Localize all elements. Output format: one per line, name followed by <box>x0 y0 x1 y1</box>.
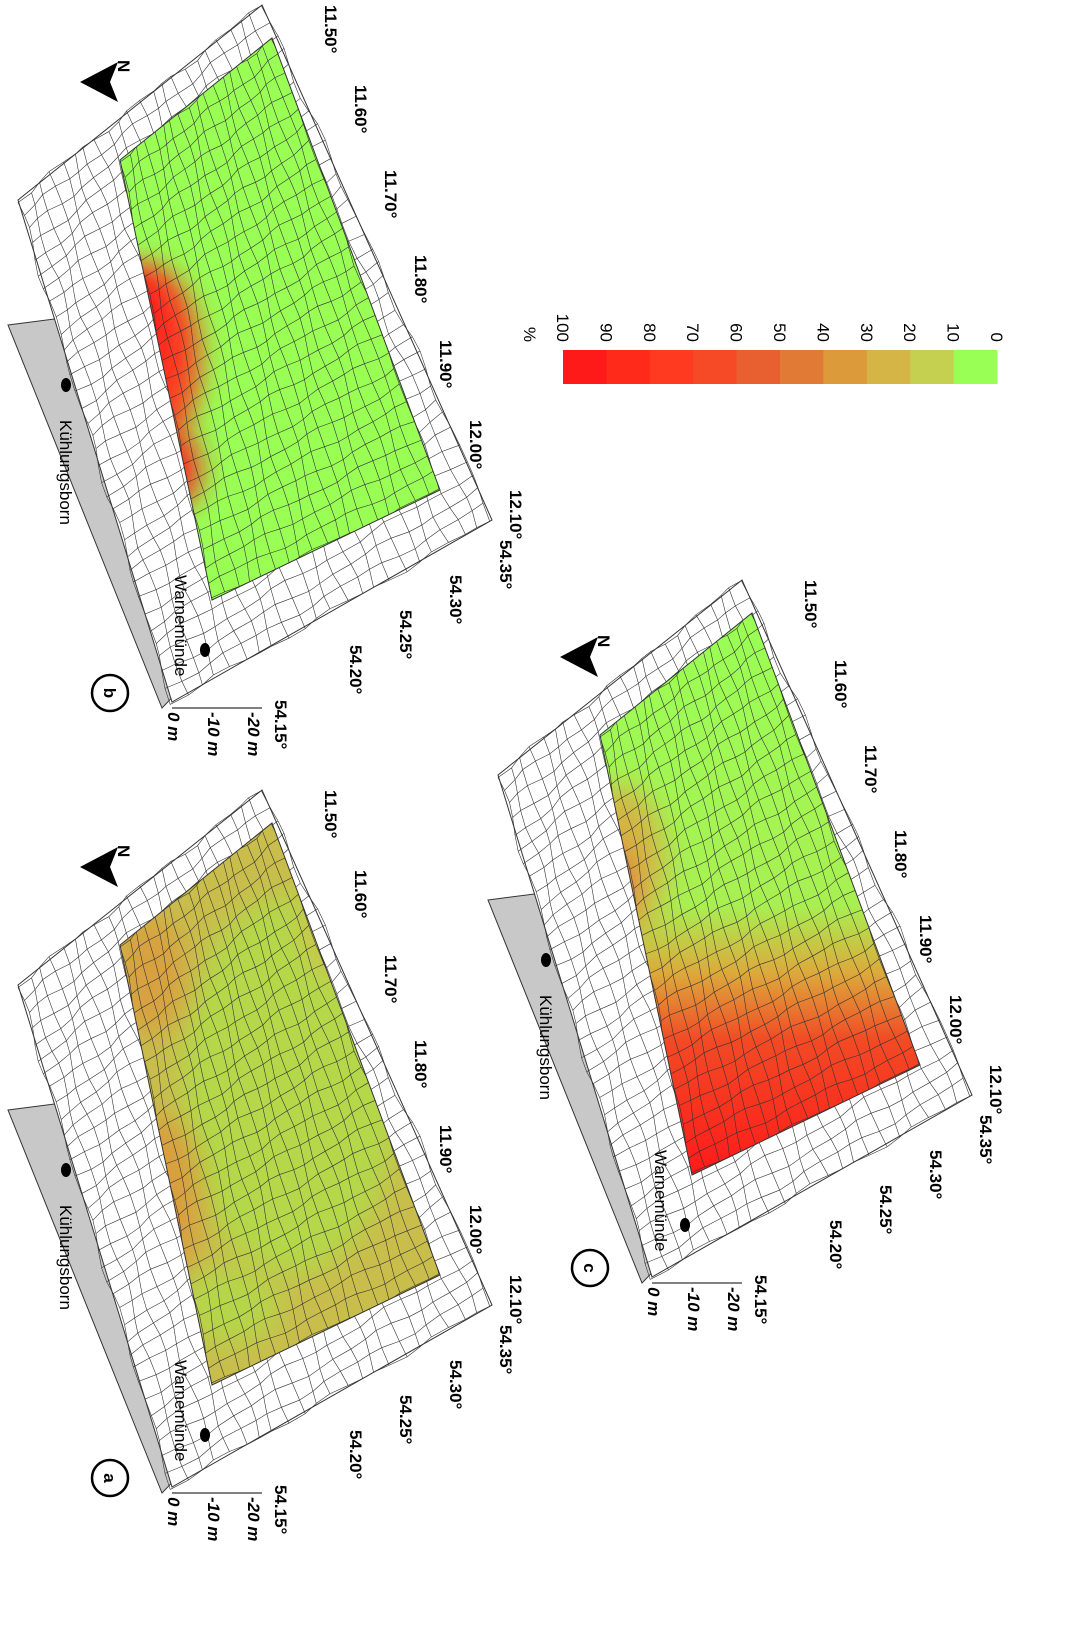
town-label: Kühlungsborn <box>56 1205 75 1310</box>
town-dot <box>200 1428 210 1442</box>
north-arrow <box>80 847 118 887</box>
lat-label: 54.25° <box>396 1395 415 1445</box>
legend-swatch <box>910 350 954 384</box>
depth-label: 0 m <box>644 1287 663 1316</box>
lat-label: 54.15° <box>271 700 290 750</box>
lon-label: 11.60° <box>831 660 850 709</box>
north-label: N <box>114 60 133 72</box>
lon-label: 11.80° <box>411 255 430 304</box>
north-arrow <box>80 62 118 102</box>
north-label: N <box>114 845 133 857</box>
town-dot <box>541 953 551 967</box>
legend-swatch <box>693 350 737 384</box>
legend-swatch <box>867 350 911 384</box>
legend-tick-label: 50 <box>770 323 789 342</box>
lat-label: 54.15° <box>751 1275 770 1325</box>
lat-label: 54.35° <box>496 540 515 590</box>
surface-patch <box>180 895 400 1275</box>
lon-label: 11.50° <box>321 790 340 839</box>
legend-swatch <box>606 350 650 384</box>
depth-label: -20 m <box>724 1287 743 1331</box>
legend-swatch <box>954 350 998 384</box>
legend: 1009080706050403020100% <box>520 314 1006 384</box>
lon-label: 11.90° <box>916 915 935 964</box>
lat-label: 54.30° <box>446 1360 465 1410</box>
town-dot <box>200 643 210 657</box>
depth-label: -10 m <box>204 1497 223 1541</box>
town-dot <box>61 1163 71 1177</box>
legend-swatch <box>737 350 781 384</box>
lon-label: 11.50° <box>321 5 340 54</box>
panel-label: a <box>100 1473 119 1483</box>
town-label: Warnemünde <box>171 1360 190 1461</box>
legend-swatch <box>650 350 694 384</box>
legend-tick-label: 80 <box>640 323 659 342</box>
legend-swatch <box>823 350 867 384</box>
lat-label: 54.15° <box>271 1485 290 1535</box>
map-panel: Kühlungsborn Warnemünde Nc 0 m -10 m -20 m 54.… <box>488 580 1005 1331</box>
depth-label: 0 m <box>164 1497 183 1526</box>
lon-label: 11.70° <box>381 955 400 1004</box>
north-arrow <box>560 637 598 677</box>
town-label: Warnemünde <box>171 575 190 676</box>
lat-label: 54.20° <box>346 645 365 695</box>
map-panel: Kühlungsborn Warnemünde Nb 0 m -10 m -20 m 54.… <box>8 5 525 756</box>
legend-tick-label: 60 <box>727 323 746 342</box>
legend-tick-label: 20 <box>900 323 919 342</box>
legend-tick-label: 40 <box>813 323 832 342</box>
lat-label: 54.20° <box>346 1430 365 1480</box>
depth-label: -20 m <box>244 1497 263 1541</box>
lat-label: 54.30° <box>926 1150 945 1200</box>
lon-label: 11.60° <box>351 870 370 919</box>
depth-label: -10 m <box>684 1287 703 1331</box>
lon-label: 12.00° <box>466 1205 485 1255</box>
lat-label: 54.20° <box>826 1220 845 1270</box>
legend-tick-label: 90 <box>596 323 615 342</box>
lon-label: 11.80° <box>411 1040 430 1089</box>
lon-label: 11.80° <box>891 830 910 879</box>
panel-label: c <box>580 1263 599 1272</box>
town-dot <box>61 378 71 392</box>
lat-label: 54.25° <box>396 610 415 660</box>
legend-title: % <box>520 327 539 342</box>
legend-tick-label: 10 <box>944 323 963 342</box>
depth-label: -20 m <box>244 712 263 756</box>
legend-tick-label: 100 <box>553 314 572 342</box>
lon-label: 12.10° <box>986 1065 1005 1115</box>
lon-label: 12.10° <box>506 490 525 540</box>
lon-label: 11.60° <box>351 85 370 134</box>
legend-swatch <box>563 350 607 384</box>
lat-label: 54.35° <box>976 1115 995 1165</box>
lon-label: 11.50° <box>801 580 820 629</box>
legend-tick-label: 0 <box>987 333 1006 342</box>
legend-tick-label: 70 <box>683 323 702 342</box>
town-label: Kühlungsborn <box>56 420 75 525</box>
legend-swatch <box>780 350 824 384</box>
lon-label: 11.90° <box>436 340 455 389</box>
lon-label: 12.10° <box>506 1275 525 1325</box>
depth-label: 0 m <box>164 712 183 741</box>
map-panel: Kühlungsborn Warnemünde Na 0 m -10 m -20 m 54.… <box>8 790 525 1541</box>
lon-label: 12.00° <box>946 995 965 1045</box>
town-label: Warnemünde <box>651 1150 670 1251</box>
depth-label: -10 m <box>204 712 223 756</box>
lat-label: 54.30° <box>446 575 465 625</box>
lon-label: 11.70° <box>381 170 400 219</box>
lon-label: 12.00° <box>466 420 485 470</box>
town-dot <box>680 1218 690 1232</box>
legend-tick-label: 30 <box>857 323 876 342</box>
lat-label: 54.35° <box>496 1325 515 1375</box>
lat-label: 54.25° <box>876 1185 895 1235</box>
lon-label: 11.90° <box>436 1125 455 1174</box>
lon-label: 11.70° <box>861 745 880 794</box>
town-label: Kühlungsborn <box>536 995 555 1100</box>
panel-label: b <box>100 688 119 698</box>
north-label: N <box>594 635 613 647</box>
figure: Kühlungsborn Warnemünde Na 0 m -10 m -20 m 54.… <box>0 0 1076 1649</box>
